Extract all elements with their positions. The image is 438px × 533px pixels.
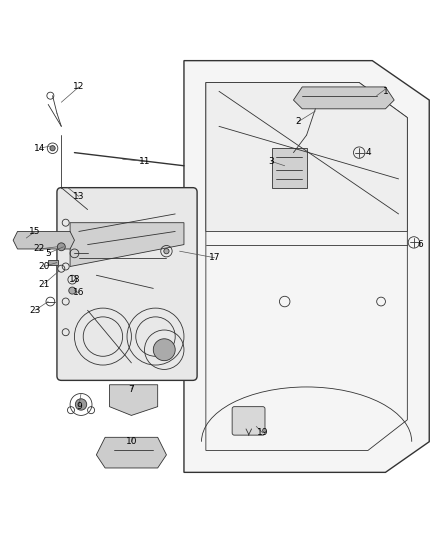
Circle shape xyxy=(57,243,65,251)
Text: 10: 10 xyxy=(126,437,137,446)
Text: 5: 5 xyxy=(45,249,51,258)
Text: 11: 11 xyxy=(139,157,150,166)
Text: 21: 21 xyxy=(38,279,49,288)
Bar xyxy=(48,260,58,265)
Text: 18: 18 xyxy=(69,275,80,284)
Text: 20: 20 xyxy=(38,262,49,271)
Text: 2: 2 xyxy=(295,117,300,126)
Text: 23: 23 xyxy=(29,306,41,315)
Polygon shape xyxy=(13,231,74,249)
Text: 6: 6 xyxy=(417,240,424,249)
Polygon shape xyxy=(272,148,307,188)
Text: 22: 22 xyxy=(34,245,45,254)
Text: 7: 7 xyxy=(128,385,134,394)
Polygon shape xyxy=(184,61,429,472)
Circle shape xyxy=(164,248,169,254)
Text: 3: 3 xyxy=(268,157,275,166)
Text: 9: 9 xyxy=(76,402,82,411)
Text: 19: 19 xyxy=(257,429,268,438)
Polygon shape xyxy=(96,437,166,468)
Circle shape xyxy=(153,339,175,361)
Text: 16: 16 xyxy=(73,288,85,297)
FancyBboxPatch shape xyxy=(232,407,265,435)
Polygon shape xyxy=(70,223,184,266)
Circle shape xyxy=(75,399,87,410)
Polygon shape xyxy=(293,87,394,109)
Text: 17: 17 xyxy=(209,253,220,262)
Text: 13: 13 xyxy=(73,192,85,201)
Polygon shape xyxy=(206,83,407,231)
Text: 4: 4 xyxy=(365,148,371,157)
Circle shape xyxy=(50,146,55,151)
Text: 1: 1 xyxy=(382,87,389,96)
FancyBboxPatch shape xyxy=(57,188,197,381)
Polygon shape xyxy=(110,385,158,415)
Circle shape xyxy=(69,287,76,294)
Text: 14: 14 xyxy=(34,144,45,153)
Text: 15: 15 xyxy=(29,227,41,236)
Text: 12: 12 xyxy=(73,83,85,92)
